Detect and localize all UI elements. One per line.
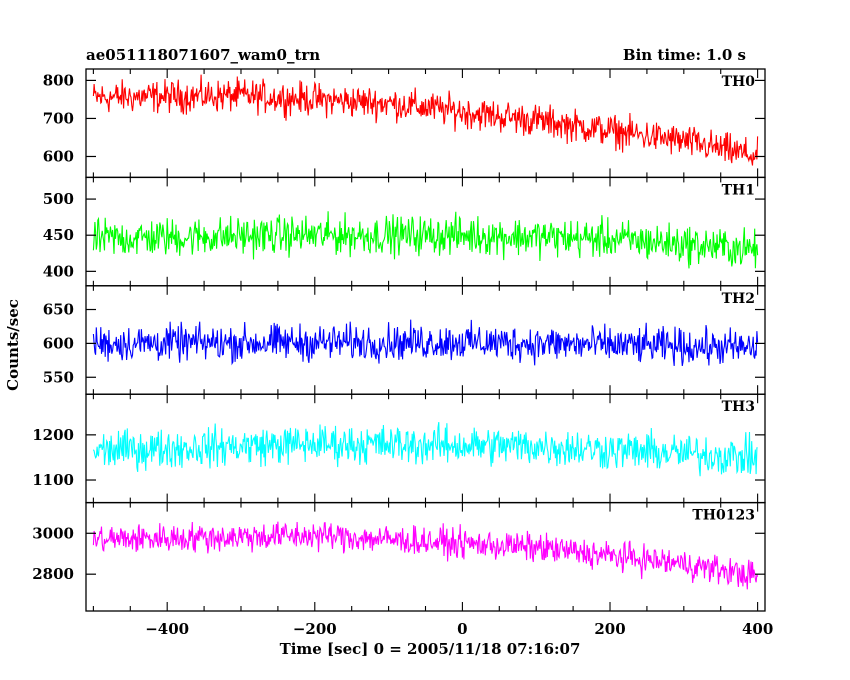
x-axis: −400 −200 0 200 400 [145,620,773,638]
series-line-th1 [92,211,759,269]
y-tick-label: 500 [43,190,74,208]
panel-th3: 1100 1200 TH3 [32,393,766,504]
y-axis-label: Counts/sec [4,299,22,391]
chart-title: ae051118071607_wam0_trn [86,46,320,64]
x-tick-label: 400 [742,620,773,638]
series-name-label: TH3 [722,399,755,415]
y-tick-label: 600 [43,147,74,165]
series-line-th0 [92,74,759,166]
x-axis-label: Time [sec] 0 = 2005/11/18 07:16:07 [280,640,581,658]
y-tick-label: 600 [43,334,74,352]
y-tick-label: 3000 [32,524,74,542]
y-tick-label: 1100 [32,471,74,489]
x-tick-label: −200 [293,620,337,638]
series-name-label: TH0 [722,74,756,90]
series-line-th3 [92,422,758,477]
panel-frame [85,68,766,179]
x-tick-label: 200 [594,620,625,638]
panel-th1: 400 450 500 TH1 [43,176,766,287]
y-tick-label: 700 [43,109,74,127]
panel-th0123: 2800 3000 TH0123 [32,501,766,612]
y-tick-label: 450 [43,226,74,244]
series-line-th0123 [92,521,759,590]
bin-time-label: Bin time: 1.0 s [623,46,746,64]
y-tick-label: 800 [43,71,74,89]
y-tick-label: 650 [43,301,74,319]
panel-th0: 600 700 800 TH0 [43,68,766,179]
y-tick-label: 2800 [32,565,74,583]
series-name-label: TH1 [722,182,755,198]
series-line-th2 [92,319,759,366]
panel-th2: 550 600 650 TH2 [43,285,766,395]
y-tick-label: 550 [43,368,74,386]
series-name-label: TH0123 [692,508,755,524]
x-tick-label: −400 [145,620,189,638]
y-tick-label: 1200 [32,426,74,444]
series-name-label: TH2 [722,291,755,307]
y-tick-label: 400 [43,262,74,280]
x-tick-label: 0 [457,620,467,638]
panels-group: 600 700 800 TH0 400 450 500 TH1 550 600 650 TH2 1100… [32,68,766,612]
